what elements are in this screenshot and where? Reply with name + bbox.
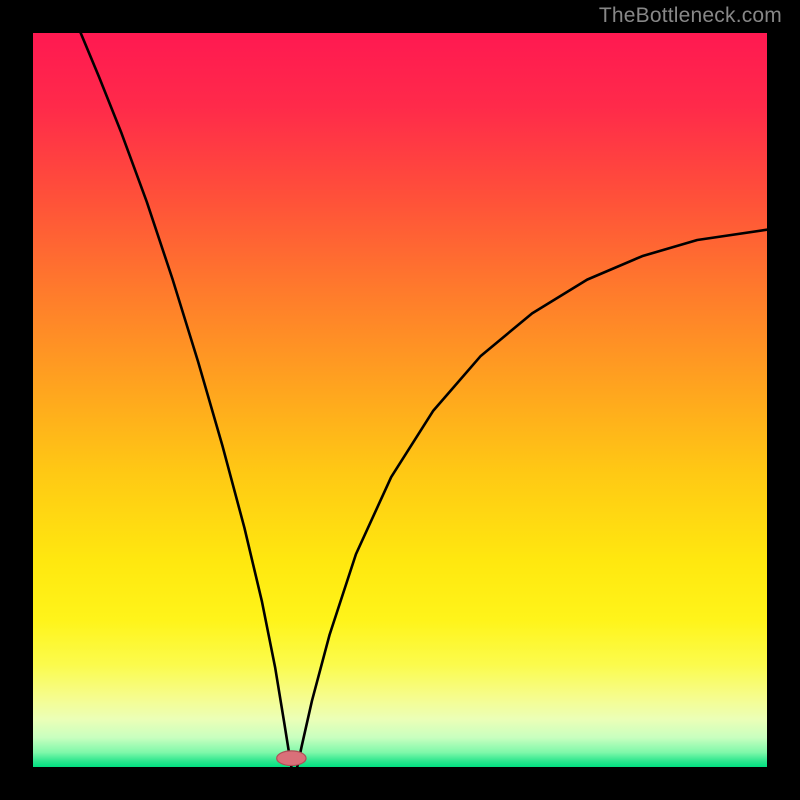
gradient-background [33,33,767,767]
plot-area [33,33,767,767]
min-point-marker [277,751,306,766]
chart-svg [33,33,767,767]
chart-frame: TheBottleneck.com [0,0,800,800]
watermark-text: TheBottleneck.com [599,4,782,28]
